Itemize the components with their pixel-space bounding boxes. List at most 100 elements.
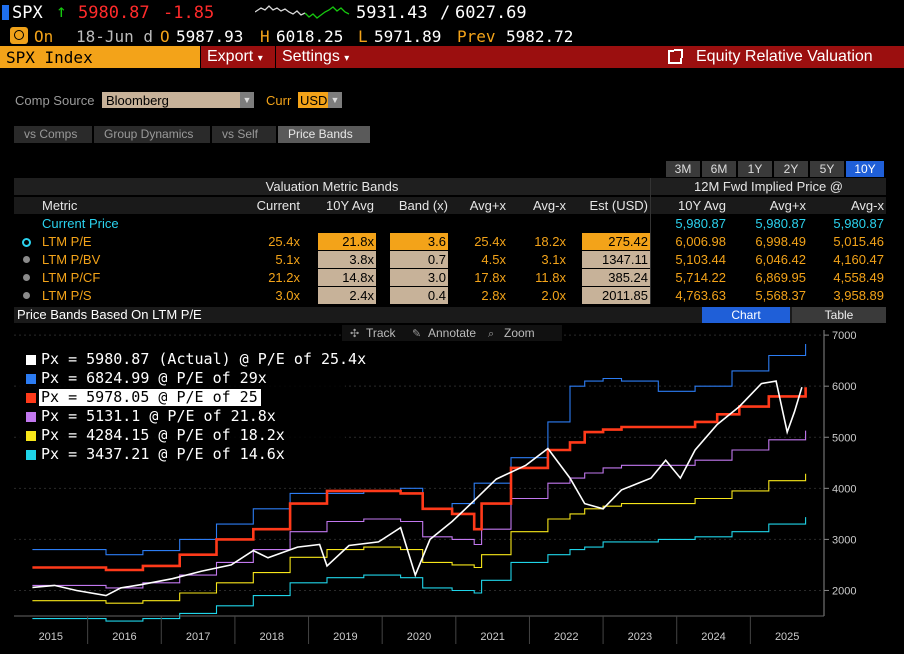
y-tick-label: 6000	[832, 381, 856, 393]
zoom-tool[interactable]: Zoom	[504, 326, 535, 340]
legend-swatch	[26, 431, 36, 441]
legend-entry[interactable]: Px = 3437.21 @ P/E of 14.6x	[41, 445, 285, 463]
comp-source-select[interactable]: Bloomberg	[102, 92, 240, 108]
radio-icon[interactable]	[23, 292, 30, 299]
settings-menu[interactable]: Settings ▾	[275, 46, 365, 68]
x-tick-label: 2024	[701, 631, 725, 643]
table-row[interactable]: LTM P/S 3.0x 2.4x 0.4 2.8x 2.0x 2011.85 …	[14, 287, 886, 304]
ticker-symbol[interactable]: SPX	[12, 3, 43, 23]
chart-toolbar-bg	[342, 325, 562, 341]
col-price-avg-plus[interactable]: Avg+x	[769, 198, 806, 213]
col-10y-avg[interactable]: 10Y Avg	[326, 198, 374, 213]
ohlc-row: On 18-Jun d O 5987.93 H 6018.25 L 5971.8…	[0, 26, 904, 46]
col-avg-minus[interactable]: Avg-x	[533, 198, 566, 213]
price-avg-minus: 4,160.47	[833, 252, 884, 267]
x-tick-label: 2022	[554, 631, 578, 643]
clock-icon[interactable]	[10, 27, 28, 44]
price-avg-plus: 5,568.37	[755, 288, 806, 303]
legend-swatch	[26, 393, 36, 403]
x-tick-label: 2015	[39, 631, 63, 643]
tab-group-dynamics[interactable]: Group Dynamics	[94, 126, 212, 143]
security-field[interactable]: SPX Index	[0, 46, 200, 68]
legend-swatch	[26, 412, 36, 422]
ticker-marker	[2, 5, 9, 20]
crosshair-icon[interactable]: ✣	[350, 327, 359, 340]
col-price-10y-avg[interactable]: 10Y Avg	[678, 198, 726, 213]
metric-est-input[interactable]: 385.24	[582, 269, 650, 286]
table-row[interactable]: LTM P/E 25.4x 21.8x 3.6 25.4x 18.2x 275.…	[14, 233, 886, 250]
legend-swatch	[26, 374, 36, 384]
export-menu[interactable]: Export ▾	[200, 46, 274, 68]
annotate-tool[interactable]: Annotate	[428, 326, 476, 340]
col-current[interactable]: Current	[256, 198, 300, 213]
metric-avg-plus: 2.8x	[481, 288, 506, 303]
external-link-icon[interactable]	[668, 49, 683, 64]
low-label: L	[358, 27, 368, 46]
up-arrow-icon: ↑	[56, 1, 67, 22]
price-avg-plus: 6,998.49	[755, 234, 806, 249]
metric-10y-avg-input[interactable]: 21.8x	[318, 233, 376, 250]
range-1y[interactable]: 1Y	[738, 161, 772, 177]
legend-swatch	[26, 355, 36, 365]
radio-icon[interactable]	[23, 256, 30, 263]
track-tool[interactable]: Track	[366, 326, 397, 340]
metric-avg-plus: 25.4x	[474, 234, 506, 249]
legend-entry[interactable]: Px = 5131.1 @ P/E of 21.8x	[41, 407, 276, 425]
chart-view-toggle[interactable]: Chart	[702, 307, 790, 323]
metric-band-input[interactable]: 0.4	[390, 287, 448, 304]
currency-label: Curr	[266, 93, 292, 108]
open-value: 5987.93	[176, 27, 244, 46]
price-avg-minus: 5,015.46	[833, 234, 884, 249]
col-price-avg-minus[interactable]: Avg-x	[851, 198, 884, 213]
metric-band-input[interactable]: 3.0	[390, 269, 448, 286]
col-band[interactable]: Band (x)	[398, 198, 448, 213]
metric-10y-avg-input[interactable]: 14.8x	[318, 269, 376, 286]
legend-entry[interactable]: Px = 6824.99 @ P/E of 29x	[41, 369, 267, 387]
legend-entry[interactable]: Px = 4284.15 @ P/E of 18.2x	[41, 426, 285, 444]
magnifier-icon[interactable]: ⌕	[488, 327, 494, 340]
legend-highlight	[39, 389, 261, 406]
range-10y[interactable]: 10Y	[846, 161, 884, 177]
last-price: 5980.87	[78, 3, 150, 23]
day-range-high: 6027.69	[455, 3, 527, 23]
metric-est-input[interactable]: 1347.11	[582, 251, 650, 268]
prev-label: Prev	[457, 27, 496, 46]
x-tick-label: 2021	[480, 631, 504, 643]
metric-band-input[interactable]: 0.7	[390, 251, 448, 268]
col-metric[interactable]: Metric	[42, 198, 78, 213]
currency-dropdown-icon[interactable]: ▼	[328, 92, 342, 108]
range-3m[interactable]: 3M	[666, 161, 700, 177]
chart-title: Price Bands Based On LTM P/E	[17, 307, 202, 322]
table-row[interactable]: LTM P/BV 5.1x 3.8x 0.7 4.5x 3.1x 1347.11…	[14, 251, 886, 268]
range-6m[interactable]: 6M	[702, 161, 736, 177]
range-2y[interactable]: 2Y	[774, 161, 808, 177]
radio-icon[interactable]	[23, 274, 30, 281]
range-separator: /	[440, 3, 451, 23]
metric-band-input[interactable]: 3.6	[390, 233, 448, 250]
legend-swatch	[26, 450, 36, 460]
x-tick-label: 2019	[333, 631, 357, 643]
metric-est-input[interactable]: 275.42	[582, 233, 650, 250]
col-avg-plus[interactable]: Avg+x	[469, 198, 506, 213]
metric-est-input[interactable]: 2011.85	[582, 287, 650, 304]
metric-10y-avg-input[interactable]: 2.4x	[318, 287, 376, 304]
col-est[interactable]: Est (USD)	[589, 198, 649, 213]
metric-10y-avg-input[interactable]: 3.8x	[318, 251, 376, 268]
tab-price-bands[interactable]: Price Bands	[278, 126, 372, 143]
table-view-toggle[interactable]: Table	[792, 307, 886, 323]
legend-entry[interactable]: Px = 5980.87 (Actual) @ P/E of 25.4x	[41, 350, 366, 368]
price-10y-avg: 6,006.98	[675, 234, 726, 249]
metric-avg-minus: 18.2x	[534, 234, 566, 249]
y-axis: 2000 3000 4000 5000 6000 7000	[823, 330, 856, 616]
currency-select[interactable]: USD	[298, 92, 328, 108]
legend-entry[interactable]: Px = 5978.05 @ P/E of 25.4x	[41, 388, 285, 406]
tab-vs-comps[interactable]: vs Comps	[14, 126, 94, 143]
comp-source-dropdown-icon[interactable]: ▼	[240, 92, 254, 108]
table-row[interactable]: LTM P/CF 21.2x 14.8x 3.0 17.8x 11.8x 385…	[14, 269, 886, 286]
tab-vs-self[interactable]: vs Self	[212, 126, 278, 143]
pencil-icon[interactable]: ✎	[412, 327, 421, 340]
range-5y[interactable]: 5Y	[810, 161, 844, 177]
radio-selected-icon[interactable]	[22, 238, 31, 247]
